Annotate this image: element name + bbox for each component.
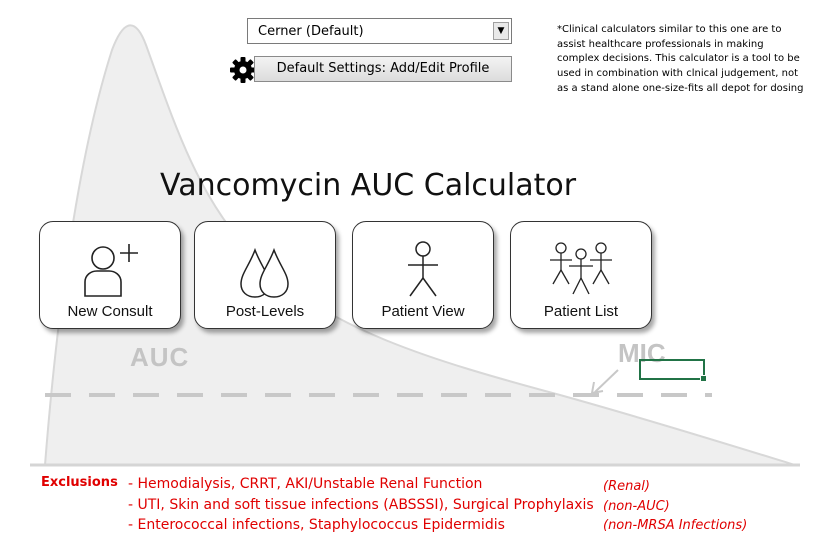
new-consult-label: New Consult — [67, 303, 153, 320]
group-icon — [550, 242, 612, 295]
exclusion-note: (non-MRSA Infections) — [603, 518, 748, 533]
disclaimer-line: used in combination with clnical judgeme… — [557, 68, 799, 80]
mic-label: MIC — [618, 338, 666, 368]
auc-label: AUC — [130, 342, 190, 372]
post-levels-tile[interactable]: Post-Levels — [194, 221, 336, 329]
patient-list-label: Patient List — [543, 303, 619, 320]
patient-view-label: Patient View — [381, 303, 465, 320]
patient-list-tile[interactable]: Patient List — [510, 221, 652, 329]
disclaimer-text: *Clinical calculators similar to this on… — [557, 23, 819, 97]
mic-arrow-head — [590, 381, 604, 395]
post-levels-label: Post-Levels — [225, 303, 305, 320]
fill-handle[interactable] — [700, 375, 707, 382]
default-settings-button[interactable]: Default Settings: Add/Edit Profile — [254, 56, 512, 82]
disclaimer-line: complex decisions. This calculator is a … — [557, 53, 800, 65]
disclaimer-line: *Clinical calculators similar to this on… — [557, 24, 782, 35]
stick-figure-icon — [408, 241, 438, 297]
profile-select[interactable]: Cerner (Default) ▼ — [247, 18, 512, 44]
new-consult-tile[interactable]: New Consult — [39, 221, 181, 329]
add-user-icon — [84, 244, 138, 297]
exclusion-note: (non-AUC) — [603, 499, 670, 514]
droplets-icon — [240, 247, 289, 298]
exclusion-item: - Enterococcal infections, Staphylococcu… — [128, 517, 505, 533]
profile-select-value: Cerner (Default) — [258, 24, 364, 39]
exclusions-heading: Exclusions — [41, 475, 118, 490]
disclaimer-line: assist healthcare professionals in makin… — [557, 38, 764, 50]
exclusion-item: - Hemodialysis, CRRT, AKI/Unstable Renal… — [128, 476, 483, 492]
disclaimer-line: as a stand alone one-size-fits all depot… — [557, 82, 804, 94]
curve-area — [43, 24, 796, 466]
mic-arrow-shaft — [594, 369, 619, 393]
selected-cell[interactable] — [639, 359, 707, 382]
dropdown-arrow-icon[interactable]: ▼ — [493, 22, 509, 40]
patient-view-tile[interactable]: Patient View — [352, 221, 494, 329]
exclusion-note: (Renal) — [603, 479, 650, 494]
page-title: Vancomycin AUC Calculator — [160, 168, 577, 203]
exclusion-item: - UTI, Skin and soft tissue infections (… — [128, 497, 594, 513]
